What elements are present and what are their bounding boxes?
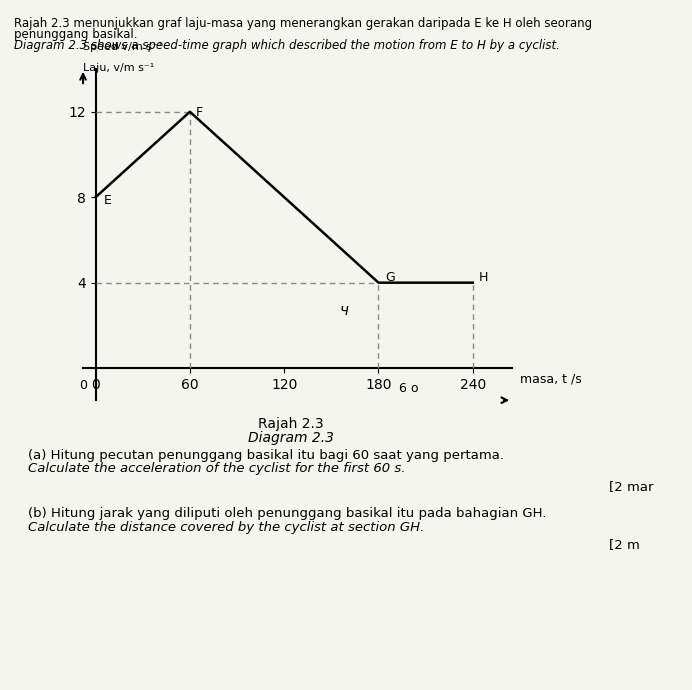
Text: F: F [197,106,203,119]
Text: Calculate the acceleration of the cyclist for the first 60 s.: Calculate the acceleration of the cyclis… [28,462,406,475]
Text: [2 m: [2 m [609,538,640,551]
Text: Rajah 2.3 menunjukkan graf laju-masa yang menerangkan gerakan daripada E ke H ol: Rajah 2.3 menunjukkan graf laju-masa yan… [14,17,592,30]
Text: Calculate the distance covered by the cyclist at section GH.: Calculate the distance covered by the cy… [28,521,424,534]
Text: [2 mar: [2 mar [609,480,653,493]
Text: H: H [479,270,489,284]
Text: Speed v/m s⁻¹: Speed v/m s⁻¹ [83,42,163,52]
Text: E: E [104,194,111,206]
Text: (a) Hitung pecutan penunggang basikal itu bagi 60 saat yang pertama.: (a) Hitung pecutan penunggang basikal it… [28,448,504,462]
Text: Laju, v/m s⁻¹: Laju, v/m s⁻¹ [83,63,154,73]
Text: 6 o: 6 o [399,382,419,395]
Text: penunggang basikal.: penunggang basikal. [14,28,137,41]
Text: 0: 0 [79,379,87,392]
Text: (b) Hitung jarak yang diliputi oleh penunggang basikal itu pada bahagian GH.: (b) Hitung jarak yang diliputi oleh penu… [28,507,546,520]
Text: Rajah 2.3: Rajah 2.3 [258,417,323,431]
Text: ч: ч [339,303,348,317]
Text: Diagram 2.3: Diagram 2.3 [248,431,334,445]
Text: G: G [385,270,394,284]
Text: masa, t /s: masa, t /s [520,373,582,385]
Text: Diagram 2.3 shows a speed-time graph which described the motion from E to H by a: Diagram 2.3 shows a speed-time graph whi… [14,39,560,52]
